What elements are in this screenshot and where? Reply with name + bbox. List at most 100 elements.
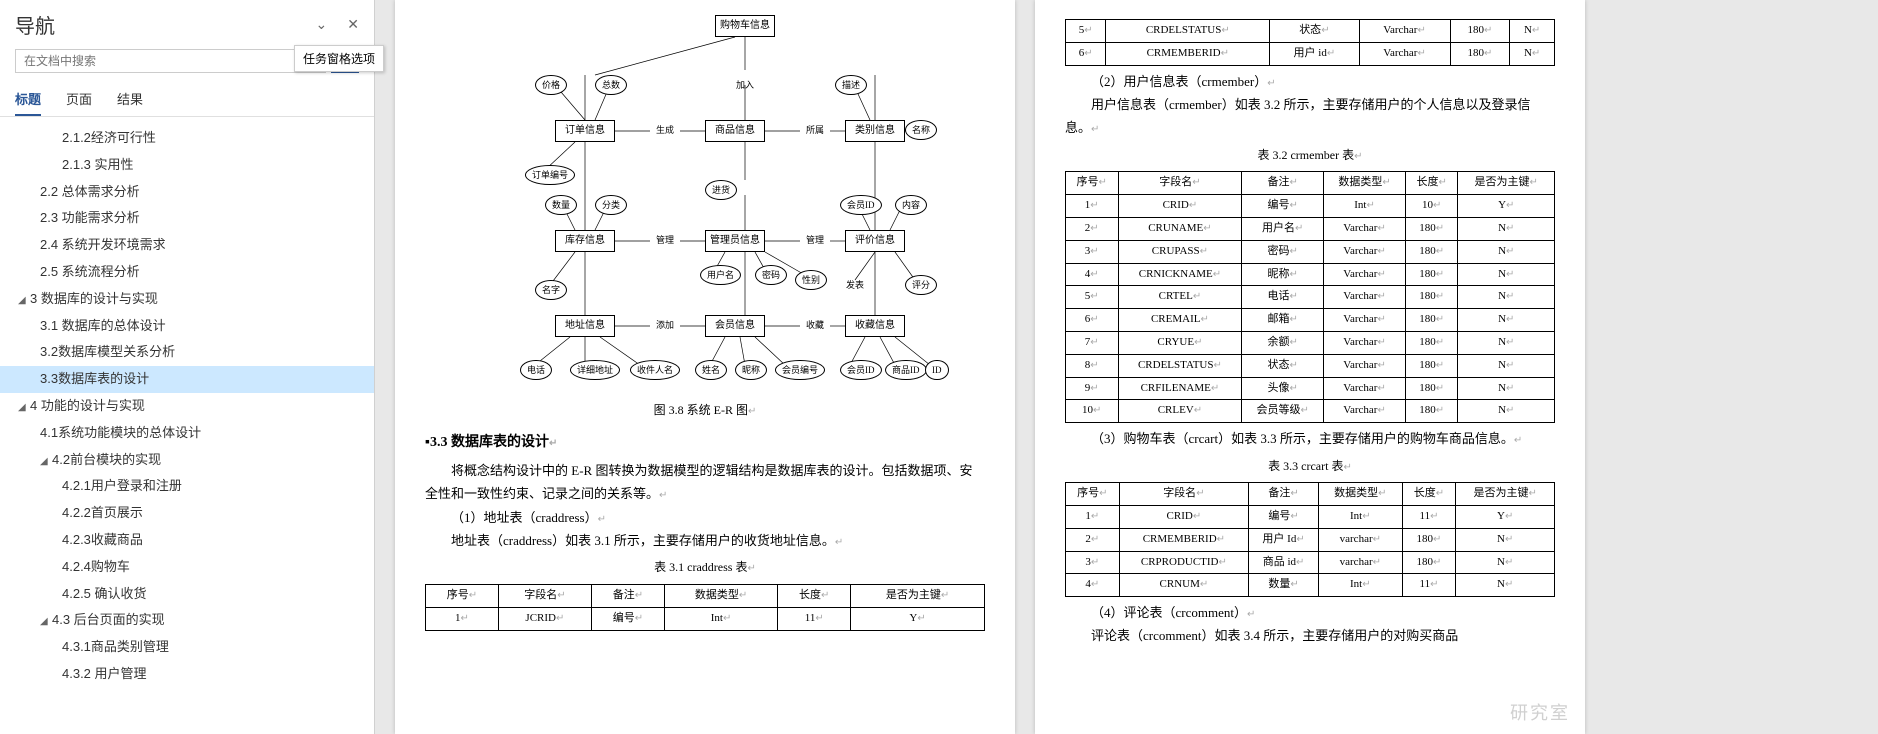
table-cell: Int↵ — [1319, 574, 1403, 597]
collapse-icon[interactable]: ⌄ — [316, 16, 328, 33]
nav-tab-2[interactable]: 结果 — [117, 83, 143, 116]
tree-item[interactable]: ◢4 功能的设计与实现 — [0, 393, 374, 420]
caret-icon[interactable]: ◢ — [40, 614, 50, 630]
tree-item-label: 4.1系统功能模块的总体设计 — [40, 425, 201, 440]
table-header-cell: 序号↵ — [1066, 483, 1120, 506]
table-row: 4↵CRNUM↵数量↵Int↵11↵N↵ — [1066, 574, 1555, 597]
table-row: 10↵CRLEV↵会员等级↵Varchar↵180↵N↵ — [1066, 400, 1555, 423]
tree-item-label: 4.2.1用户登录和注册 — [62, 478, 182, 493]
tree-item[interactable]: 4.1系统功能模块的总体设计 — [0, 420, 374, 447]
close-icon[interactable]: ✕ — [347, 16, 359, 33]
table-cell: CRNICKNAME↵ — [1118, 263, 1242, 286]
paragraph: 地址表（craddress）如表 3.1 所示，主要存储用户的收货地址信息。↵ — [425, 529, 985, 552]
table-header-cell: 序号↵ — [426, 584, 499, 607]
tree-item[interactable]: 2.5 系统流程分析 — [0, 259, 374, 286]
tree-item[interactable]: 4.3.2 用户管理 — [0, 661, 374, 688]
er-relation: 生成 — [650, 115, 680, 145]
table-header-cell: 备注↵ — [591, 584, 664, 607]
paragraph: （3）购物车表（crcart）如表 3.3 所示，主要存储用户的购物车商品信息。… — [1065, 427, 1555, 450]
table-cell: 4↵ — [1066, 263, 1119, 286]
er-attribute: 会员ID — [840, 360, 882, 380]
tree-item-label: 3.1 数据库的总体设计 — [40, 318, 166, 333]
table-cell: 10↵ — [1066, 400, 1119, 423]
paragraph: 将概念结构设计中的 E-R 图转换为数据模型的逻辑结构是数据库表的设计。包括数据… — [425, 459, 985, 506]
table-cell: 6↵ — [1066, 42, 1106, 65]
tree-item-label: 2.2 总体需求分析 — [40, 184, 140, 199]
table-cell: N↵ — [1458, 400, 1555, 423]
table-header-cell: 备注↵ — [1249, 483, 1319, 506]
tree-item[interactable]: ◢4.3 后台页面的实现 — [0, 607, 374, 634]
tree-item[interactable]: ◢4.2前台模块的实现 — [0, 447, 374, 474]
tree-item[interactable]: 2.1.2经济可行性 — [0, 125, 374, 152]
table-cell: N↵ — [1510, 20, 1555, 43]
tree-item[interactable]: 2.4 系统开发环境需求 — [0, 232, 374, 259]
er-attribute: 姓名 — [695, 360, 727, 380]
table-cell: CRTEL↵ — [1118, 286, 1242, 309]
table-row: 2↵CRMEMBERID↵用户 Id↵varchar↵180↵N↵ — [1066, 528, 1555, 551]
tree-item[interactable]: 4.3.1商品类别管理 — [0, 634, 374, 661]
table-cell: varchar↵ — [1319, 528, 1403, 551]
er-attribute: 总数 — [595, 75, 627, 95]
table-cell: Varchar↵ — [1324, 331, 1406, 354]
tree-item-label: 3 数据库的设计与实现 — [30, 291, 158, 306]
document-page-left: 购物车信息订单信息商品信息类别信息库存信息管理员信息评价信息地址信息会员信息收藏… — [395, 0, 1015, 734]
search-input[interactable] — [15, 49, 326, 73]
table-cell: CRMEMBERID↵ — [1119, 528, 1248, 551]
table-cell: 9↵ — [1066, 377, 1119, 400]
table-cell: CRUNAME↵ — [1118, 217, 1242, 240]
er-attribute: ID — [925, 360, 949, 380]
er-attribute: 进货 — [705, 180, 737, 200]
table-cell: Varchar↵ — [1359, 42, 1450, 65]
table-cell: Y↵ — [1458, 195, 1555, 218]
table-cell: 昵称↵ — [1242, 263, 1324, 286]
table-cell: CRDELSTATUS↵ — [1118, 354, 1242, 377]
table-cell: 180↵ — [1405, 286, 1458, 309]
tree-item[interactable]: 2.3 功能需求分析 — [0, 205, 374, 232]
tree-item[interactable]: 3.1 数据库的总体设计 — [0, 313, 374, 340]
er-relation: 发表 — [840, 270, 870, 300]
table-cell: 180↵ — [1405, 331, 1458, 354]
table-cell: 编号↵ — [591, 607, 664, 630]
table-header-cell: 字段名↵ — [1119, 483, 1248, 506]
table-cell: 180↵ — [1402, 528, 1456, 551]
table-cell: 8↵ — [1066, 354, 1119, 377]
tree-item[interactable]: 2.1.3 实用性 — [0, 152, 374, 179]
tree-item[interactable]: 2.2 总体需求分析 — [0, 179, 374, 206]
caret-icon[interactable]: ◢ — [18, 400, 28, 416]
tree-item[interactable]: 4.2.1用户登录和注册 — [0, 473, 374, 500]
tree-item[interactable]: 4.2.3收藏商品 — [0, 527, 374, 554]
caret-icon[interactable]: ◢ — [40, 454, 50, 470]
tree-item[interactable]: 3.3数据库表的设计 — [0, 366, 374, 393]
table-row: 6↵CRMEMBERID↵用户 id↵Varchar↵180↵N↵ — [1066, 42, 1555, 65]
tree-item[interactable]: 4.2.2首页展示 — [0, 500, 374, 527]
table-cell: 余额↵ — [1242, 331, 1324, 354]
table-header-cell: 序号↵ — [1066, 172, 1119, 195]
nav-tab-1[interactable]: 页面 — [66, 83, 92, 116]
tree-item[interactable]: ◢3 数据库的设计与实现 — [0, 286, 374, 313]
table-cell: 用户 Id↵ — [1249, 528, 1319, 551]
table-cell: 180↵ — [1405, 354, 1458, 377]
table-cell: CRDELSTATUS↵ — [1106, 20, 1270, 43]
table-cell: Y↵ — [1456, 505, 1555, 528]
table-header-cell: 长度↵ — [1402, 483, 1456, 506]
er-relation: 所属 — [800, 115, 830, 145]
table-cell: CRLEV↵ — [1118, 400, 1242, 423]
table-row: 1↵CRID↵编号↵Int↵11↵Y↵ — [1066, 505, 1555, 528]
tree-item-label: 4.3 后台页面的实现 — [52, 612, 165, 627]
table-cell: 3↵ — [1066, 240, 1119, 263]
caret-icon[interactable]: ◢ — [18, 293, 28, 309]
table-cell: 180↵ — [1405, 217, 1458, 240]
er-attribute: 昵称 — [735, 360, 767, 380]
table-header-cell: 数据类型↵ — [664, 584, 778, 607]
tree-item[interactable]: 3.2数据库模型关系分析 — [0, 339, 374, 366]
document-page-right: 5↵CRDELSTATUS↵状态↵Varchar↵180↵N↵6↵CRMEMBE… — [1035, 0, 1585, 734]
nav-tab-0[interactable]: 标题 — [15, 83, 41, 116]
paragraph: （1）地址表（craddress）↵ — [425, 506, 985, 529]
table-cell: 180↵ — [1405, 263, 1458, 286]
table-cell: 用户 id↵ — [1270, 42, 1359, 65]
table-cell: 电话↵ — [1242, 286, 1324, 309]
tree-item[interactable]: 4.2.4购物车 — [0, 554, 374, 581]
table-cell: varchar↵ — [1319, 551, 1403, 574]
tree-item[interactable]: 4.2.5 确认收货 — [0, 581, 374, 608]
tree-item-label: 4.3.2 用户管理 — [62, 666, 147, 681]
